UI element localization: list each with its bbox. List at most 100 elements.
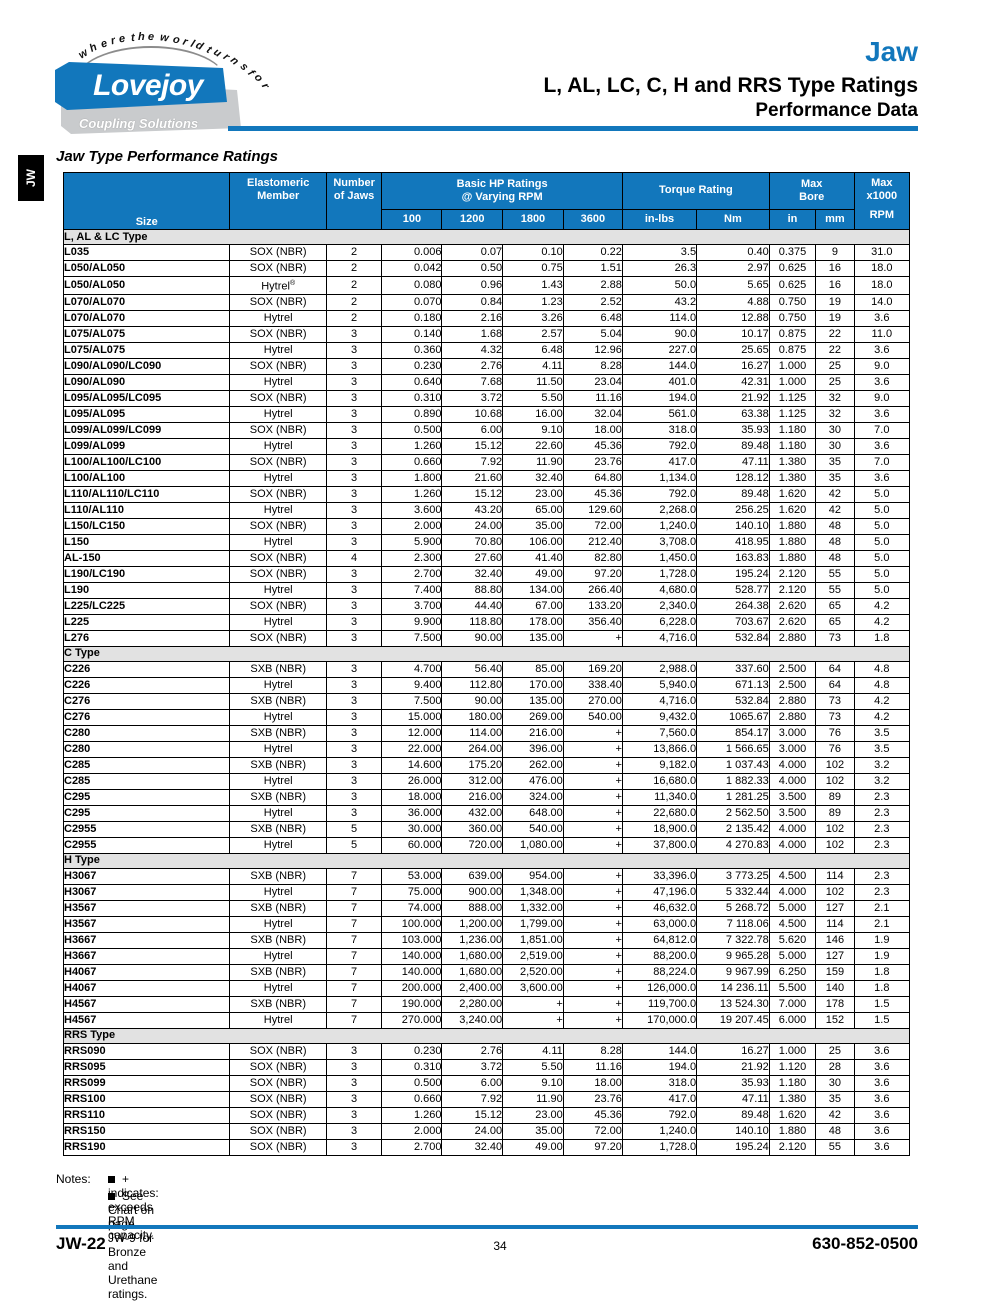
cell-hp3600: 2.88 [562,276,623,295]
cell-hp1200: 2.76 [441,1042,504,1060]
cell-mm: 102 [815,820,855,838]
table-section-header-row: C Type [63,645,910,662]
cell-member: Hytrel [229,883,327,901]
cell-jaws: 7 [325,931,383,949]
cell-nm: 4.88 [696,293,770,311]
max-rpm-line3: RPM [869,209,895,221]
cell-nm: 1 281.25 [696,788,770,806]
cell-mm: 159 [815,963,855,981]
cell-size: RRS090 [62,1042,231,1060]
cell-size: C2955 [62,836,231,854]
cell-hp1800: 648.00 [502,804,564,822]
cell-hp1200: 32.40 [441,1138,504,1156]
table-row: C280 SXB (NBR) 3 12.000 114.00 216.00 +7,560.0… [62,724,911,742]
cell-nm: 47.11 [696,453,770,471]
section-tab-jw: JW [18,155,44,201]
table-row: RRS095 SOX (NBR) 3 0.310 3.72 5.50 11.16 194.0 2… [62,1058,911,1076]
cell-jaws: 3 [325,629,383,647]
product-line-title: Jaw [865,36,918,67]
cell-nm: 5 268.72 [696,899,770,917]
cell-hp1200: 56.40 [441,660,504,678]
cell-size: L150/LC150 [62,517,231,535]
cell-member: SOX (NBR) [229,357,327,375]
cell-inlbs: 18,900.0 [621,820,698,838]
cell-member: SXB (NBR) [229,899,327,917]
cell-size: H4567 [62,1011,231,1029]
cell-mm: 48 [815,533,855,551]
cell-hp100: 1.260 [381,485,443,503]
cell-inlbs: 2,988.0 [621,660,698,678]
cell-inlbs: 2,268.0 [621,501,698,519]
cell-hp100: 0.080 [381,276,443,295]
cell-mm: 25 [815,1042,855,1060]
col-header-bore-mm: mm [815,208,855,231]
cell-member: Hytrel [229,341,327,359]
header-row-sub: 100 1200 1800 3600 in-lbs Nm in mm [64,208,910,231]
cell-hp1800: 1,080.00 [502,836,564,854]
cell-in: 1.620 [768,1106,817,1124]
cell-hp100: 18.000 [381,788,443,806]
cell-mm: 76 [815,724,855,742]
cell-hp1200: 7.92 [441,1090,504,1108]
cell-inlbs: 22,680.0 [621,804,698,822]
cell-nm: 528.77 [696,581,770,599]
cell-jaws: 4 [325,549,383,567]
cell-hp100: 0.640 [381,373,443,391]
cell-hp100: 14.600 [381,756,443,774]
cell-jaws: 3 [325,772,383,790]
table-row: C276 Hytrel 3 15.000 180.00 269.00 540.00 9,432… [62,708,911,726]
cell-hp100: 9.400 [381,676,443,694]
footer-page-code: JW-22 [56,1234,106,1253]
cell-in: 1.000 [768,1042,817,1060]
cell-hp1200: 0.07 [441,244,504,261]
cell-size: L100/AL100 [62,469,231,487]
cell-member: Hytrel [229,979,327,997]
cell-inlbs: 227.0 [621,341,698,359]
cell-member: SXB (NBR) [229,820,327,838]
cell-nm: 671.13 [696,676,770,694]
table-row: H3067 Hytrel 7 75.000 900.00 1,348.00 +47,196.… [62,883,911,901]
cell-rpm: 2.3 [853,788,911,806]
cell-hp3600: 82.80 [562,549,623,567]
cell-member: Hytrel [229,613,327,631]
cell-size: RRS095 [62,1058,231,1076]
cell-size: H4067 [62,979,231,997]
cell-mm: 140 [815,979,855,997]
table-row: H4567 SXB (NBR) 7 190.000 2,280.00 + +119,700.… [62,995,911,1013]
cell-mm: 146 [815,931,855,949]
cell-hp100: 12.000 [381,724,443,742]
cell-rpm: 2.3 [853,883,911,901]
cell-in: 3.000 [768,740,817,758]
cell-hp1800: 396.00 [502,740,564,758]
cell-hp1800: 1.23 [502,293,564,311]
table-row: C285 Hytrel 3 26.000 312.00 476.00 +16,680.0 1 … [62,772,911,790]
cell-inlbs: 318.0 [621,1074,698,1092]
cell-hp1800: 5.50 [502,1058,564,1076]
cell-hp3600: 64.80 [562,469,623,487]
cell-hp1200: 2.76 [441,357,504,375]
cell-jaws: 3 [325,1106,383,1124]
cell-nm: 5.65 [696,276,770,295]
cell-hp1200: 114.00 [441,724,504,742]
cell-jaws: 2 [325,309,383,327]
cell-hp1200: 70.80 [441,533,504,551]
cell-nm: 854.17 [696,724,770,742]
cell-in: 5.000 [768,947,817,965]
cell-size: L225/LC225 [62,597,231,615]
cell-nm: 532.84 [696,692,770,710]
max-bore-line1: Max [800,177,823,190]
cell-in: 2.880 [768,708,817,726]
elastomeric-member-line1: Elastomeric [246,177,310,189]
table-row: L225 Hytrel 3 9.900 118.80 178.00 356.40 6,228.… [62,613,911,631]
col-header-max-bore: Max Bore [768,172,855,210]
cell-jaws: 3 [325,1122,383,1140]
cell-member: SOX (NBR) [229,453,327,471]
cell-size: H3067 [62,867,231,885]
table-row: C280 Hytrel 3 22.000 264.00 396.00 +13,866.0 1 … [62,740,911,758]
cell-inlbs: 126,000.0 [621,979,698,997]
cell-mm: 30 [815,421,855,439]
footer-phone: 630-852-0500 [812,1234,918,1253]
cell-nm: 128.12 [696,469,770,487]
cell-size: L099/AL099/LC099 [62,421,231,439]
table-row: L225/LC225 SOX (NBR) 3 3.700 44.40 67.00 133.2… [62,597,911,615]
